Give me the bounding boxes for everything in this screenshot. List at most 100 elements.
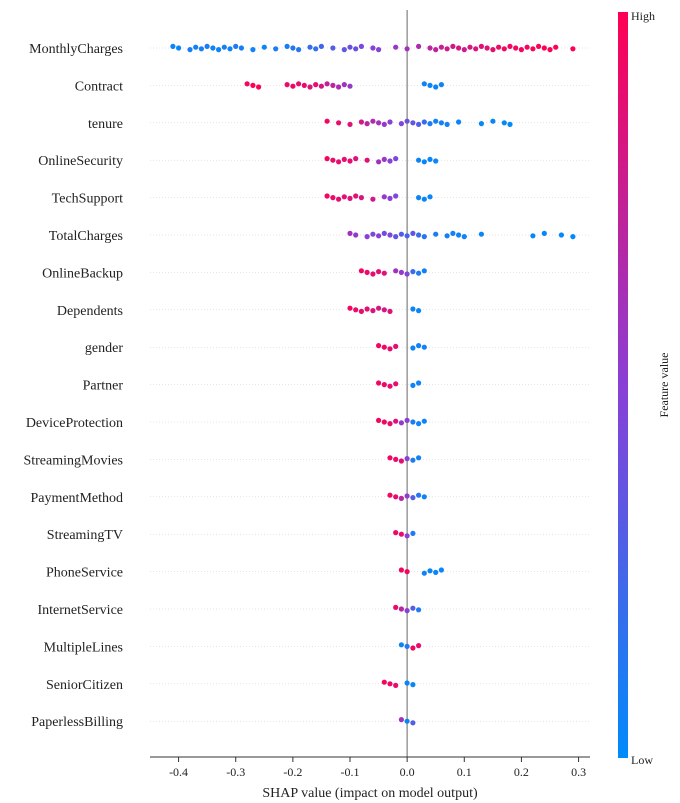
feature-label: PhoneService <box>46 566 123 581</box>
shap-point <box>410 382 416 388</box>
shap-point <box>416 270 422 276</box>
shap-point <box>387 455 393 461</box>
shap-point <box>324 81 330 87</box>
shap-point <box>501 46 507 52</box>
shap-point <box>370 118 376 124</box>
shap-point <box>347 83 353 89</box>
shap-point <box>364 121 370 127</box>
shap-point <box>376 305 382 311</box>
x-tick-label: -0.1 <box>341 765 360 779</box>
shap-point <box>416 232 422 238</box>
shap-point <box>410 345 416 351</box>
shap-point <box>404 608 410 614</box>
shap-point <box>456 232 462 238</box>
shap-point <box>416 343 422 349</box>
shap-point <box>461 234 467 240</box>
shap-point <box>404 456 410 462</box>
shap-points <box>170 43 576 726</box>
shap-point <box>313 46 319 52</box>
shap-point <box>541 45 547 51</box>
shap-point <box>381 194 387 200</box>
shap-point <box>250 82 256 88</box>
shap-point <box>570 234 576 240</box>
shap-point <box>410 495 416 501</box>
shap-point <box>461 47 467 53</box>
feature-value-colorbar <box>618 12 628 758</box>
feature-label: MonthlyCharges <box>29 42 123 57</box>
shap-point <box>416 195 422 201</box>
shap-point <box>421 81 427 87</box>
shap-point <box>404 118 410 124</box>
shap-point <box>398 606 404 612</box>
shap-point <box>410 230 416 236</box>
shap-point <box>530 46 536 52</box>
shap-point <box>256 84 262 90</box>
shap-point <box>387 232 393 238</box>
shap-point <box>524 44 530 50</box>
shap-point <box>296 47 302 53</box>
shap-point <box>324 156 330 162</box>
shap-point <box>393 268 399 274</box>
shap-point <box>450 230 456 236</box>
shap-point <box>353 156 359 162</box>
x-axis-label: SHAP value (impact on model output) <box>262 786 478 801</box>
shap-point <box>416 157 422 163</box>
shap-point <box>381 419 387 425</box>
shap-point <box>204 43 210 50</box>
shap-point <box>193 44 199 50</box>
shap-point <box>364 269 370 275</box>
shap-point <box>347 158 353 164</box>
shap-point <box>381 121 387 127</box>
shap-point <box>416 455 422 461</box>
shap-point <box>244 81 250 87</box>
feature-label: DeviceProtection <box>26 416 123 431</box>
shap-point <box>387 492 393 498</box>
shap-point <box>284 43 290 50</box>
shap-point <box>358 308 364 314</box>
shap-point <box>410 530 416 537</box>
shap-point <box>336 196 342 202</box>
shap-point <box>444 121 450 127</box>
shap-point <box>353 232 359 238</box>
shap-point <box>393 156 399 162</box>
colorbar-high-label: High <box>631 9 655 23</box>
shap-point <box>484 45 490 51</box>
shap-point <box>450 43 456 50</box>
shap-point <box>404 417 410 423</box>
feature-label: PaymentMethod <box>30 491 123 506</box>
colorbar-title: Feature value <box>657 353 671 418</box>
shap-point <box>416 607 422 613</box>
shap-point <box>341 47 347 53</box>
x-tick-label: 0.3 <box>571 765 586 779</box>
shap-point <box>444 46 450 52</box>
shap-point <box>376 233 382 239</box>
shap-point <box>364 306 370 312</box>
shap-point <box>416 380 422 386</box>
shap-point <box>404 680 410 686</box>
shap-point <box>410 419 416 425</box>
shap-point <box>404 233 410 239</box>
shap-point <box>324 193 330 199</box>
shap-point <box>404 643 410 650</box>
shap-point <box>370 196 376 202</box>
shap-point <box>324 118 330 124</box>
shap-point <box>547 47 553 53</box>
shap-point <box>318 43 324 50</box>
shap-point <box>330 45 336 51</box>
shap-point <box>393 682 399 689</box>
shap-point <box>478 121 484 127</box>
shap-point <box>410 306 416 312</box>
shap-point <box>370 308 376 314</box>
shap-point <box>421 119 427 125</box>
shap-point <box>404 493 410 499</box>
shap-point <box>176 45 182 51</box>
shap-point <box>381 382 387 388</box>
shap-point <box>404 569 410 575</box>
shap-point <box>387 421 393 427</box>
shap-point <box>358 268 364 274</box>
shap-point <box>398 231 404 237</box>
shap-point <box>398 458 404 464</box>
feature-label: InternetService <box>37 603 123 618</box>
shap-point <box>416 308 422 314</box>
shap-point <box>473 46 479 52</box>
